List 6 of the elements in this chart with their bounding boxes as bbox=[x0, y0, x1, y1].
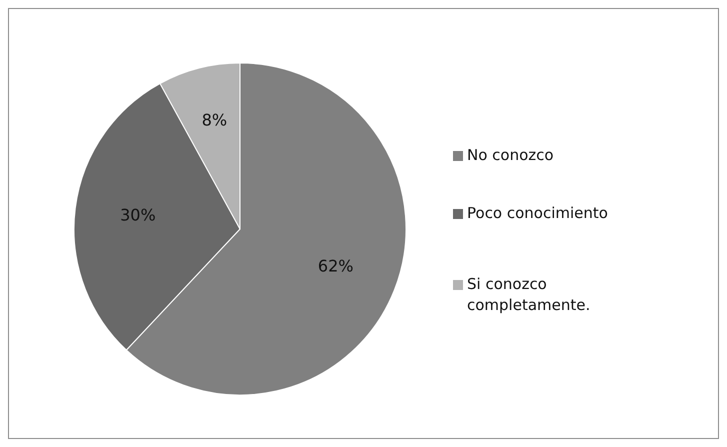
legend-label: Si conozco completamente. bbox=[467, 275, 590, 314]
legend-label: No conozco bbox=[467, 146, 554, 164]
data-label: 30% bbox=[120, 205, 156, 224]
data-label: 8% bbox=[202, 110, 228, 130]
data-label: 62% bbox=[318, 256, 354, 276]
legend-label: Poco conocimiento bbox=[467, 204, 608, 222]
